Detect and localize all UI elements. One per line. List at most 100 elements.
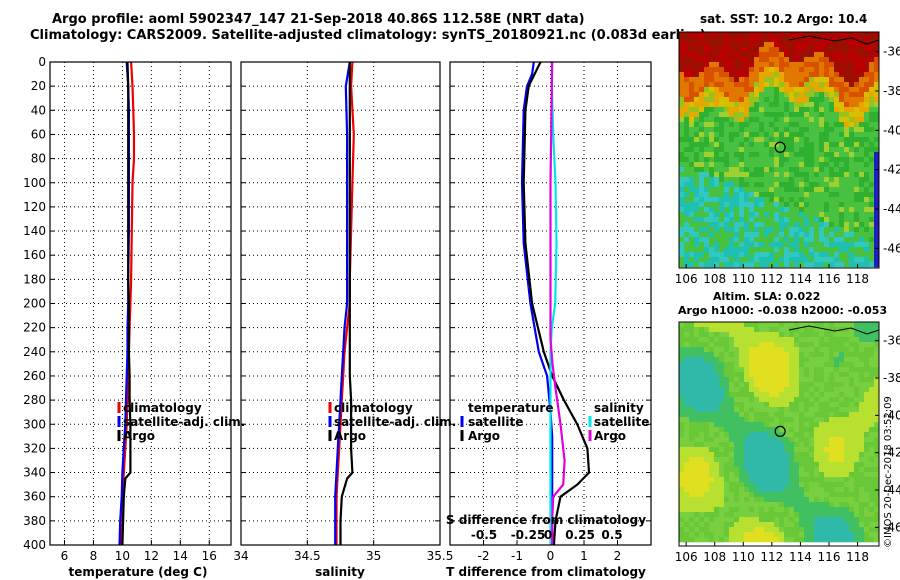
map-cell: [739, 392, 745, 398]
map-cell: [749, 322, 755, 328]
map-cell: [729, 487, 735, 493]
map-cell: [859, 392, 865, 398]
map-cell: [749, 332, 755, 338]
map-cell: [819, 512, 825, 518]
map-cell: [824, 87, 830, 93]
map-cell: [779, 427, 785, 433]
map-cell: [809, 427, 815, 433]
map-cell: [779, 92, 785, 98]
map-cell: [709, 467, 715, 473]
map-cell: [754, 457, 760, 463]
map-cell: [844, 482, 850, 488]
map-cell: [704, 187, 710, 193]
map-cell: [699, 442, 705, 448]
map-cell: [804, 477, 810, 483]
map-cell: [714, 177, 720, 183]
map-cell: [834, 112, 840, 118]
map-cell: [809, 212, 815, 218]
map-cell: [689, 52, 695, 58]
x-tick-label: 34: [233, 549, 248, 563]
map-cell: [729, 342, 735, 348]
map-cell: [834, 157, 840, 163]
map-cell: [754, 402, 760, 408]
map-cell: [854, 47, 860, 53]
map-cell: [789, 172, 795, 178]
map-cell: [859, 252, 865, 258]
map-cell: [794, 472, 800, 478]
map-cell: [689, 37, 695, 43]
map-cell: [769, 487, 775, 493]
x-tick-label: 116: [818, 272, 841, 286]
map-cell: [849, 392, 855, 398]
map-cell: [809, 352, 815, 358]
map-cell: [794, 182, 800, 188]
y-tick-label: -46: [883, 241, 900, 255]
map-cell: [709, 327, 715, 333]
map-cell: [744, 372, 750, 378]
map-cell: [789, 182, 795, 188]
map-cell: [784, 497, 790, 503]
map-cell: [774, 207, 780, 213]
map-cell: [769, 332, 775, 338]
map-cell: [774, 387, 780, 393]
map-cell: [739, 227, 745, 233]
map-cell: [834, 82, 840, 88]
map-cell: [834, 382, 840, 388]
map-cell: [834, 347, 840, 353]
map-cell: [819, 32, 825, 38]
map-cell: [814, 372, 820, 378]
map-cell: [699, 372, 705, 378]
map-cell: [789, 62, 795, 68]
map-cell: [854, 497, 860, 503]
map-cell: [779, 67, 785, 73]
map-cell: [759, 532, 765, 538]
map-cell: [794, 377, 800, 383]
map-cell: [724, 92, 730, 98]
map-cell: [779, 507, 785, 513]
map-cells: [679, 32, 880, 268]
map-cell: [699, 247, 705, 253]
map-cell: [809, 252, 815, 258]
map-cell: [849, 357, 855, 363]
map-cell: [719, 152, 725, 158]
map-cell: [764, 372, 770, 378]
legend-label: Argo: [468, 429, 500, 443]
map-cell: [844, 397, 850, 403]
map-cell: [754, 247, 760, 253]
map-cell: [734, 462, 740, 468]
map-cell: [829, 262, 835, 268]
map-cell: [699, 362, 705, 368]
map-cell: [764, 442, 770, 448]
map-cell: [709, 192, 715, 198]
map-cell: [864, 452, 870, 458]
map-cell: [759, 387, 765, 393]
map-cell: [739, 202, 745, 208]
map-cell: [864, 527, 870, 533]
map-cell: [799, 382, 805, 388]
map-cell: [819, 62, 825, 68]
map-cell: [744, 362, 750, 368]
map-cell: [789, 512, 795, 518]
map-cell: [814, 352, 820, 358]
map-cell: [679, 87, 685, 93]
map-cell: [799, 212, 805, 218]
map-cell: [719, 42, 725, 48]
map-cell: [839, 507, 845, 513]
map-cell: [784, 187, 790, 193]
map-cell: [849, 242, 855, 248]
map-cell: [694, 422, 700, 428]
map-cell: [874, 77, 880, 83]
map-cell: [744, 352, 750, 358]
map-cell: [769, 67, 775, 73]
map-cell: [724, 492, 730, 498]
map-cell: [829, 187, 835, 193]
map-cell: [814, 122, 820, 128]
map-cell: [869, 362, 875, 368]
map-cell: [874, 332, 880, 338]
map-cell: [754, 437, 760, 443]
map-cell: [849, 32, 855, 38]
map-cell: [719, 217, 725, 223]
map-cell: [699, 512, 705, 518]
map-cell: [689, 127, 695, 133]
map-cell: [714, 347, 720, 353]
